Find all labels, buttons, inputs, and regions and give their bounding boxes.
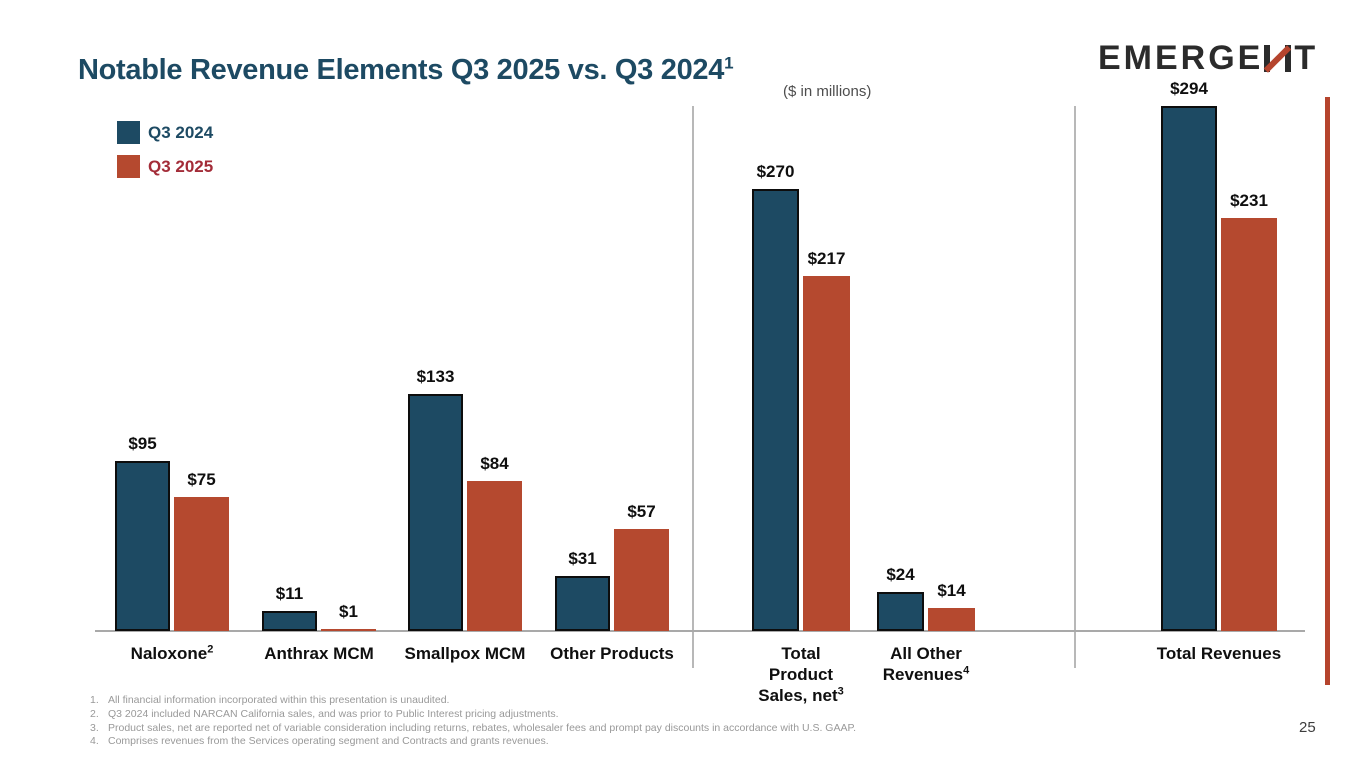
legend-swatch-q3-2024	[117, 121, 140, 144]
footnote-1: 1. All financial information incorporated…	[90, 694, 856, 708]
value-label-q3-2024-all-other-revenues: $24	[886, 565, 915, 584]
footnote-number: 2.	[90, 707, 99, 720]
footnotes: 1. All financial information incorporated…	[90, 694, 856, 749]
legend-item-q3-2025: Q3 2025	[117, 155, 213, 178]
category-label-other-products: Other Products	[550, 643, 674, 664]
value-label-q3-2024-smallpox-mcm: $133	[416, 367, 455, 386]
category-label-naloxone: Naloxone2	[131, 643, 214, 664]
category-label-line: Naloxone2	[130, 643, 214, 663]
category-label-line: Product	[768, 665, 834, 684]
value-label-q3-2024-total-product-sales-net: $270	[756, 162, 795, 181]
value-label-q3-2025-naloxone: $75	[187, 470, 216, 489]
footnote-number: 1.	[90, 694, 99, 706]
value-label-q3-2025-anthrax-mcm: $1	[339, 602, 358, 621]
page-number: 25	[1299, 719, 1316, 736]
footnote-text: Comprises revenues from the Services ope…	[108, 735, 549, 748]
footnote-3: 3. Product sales, net are reported net of…	[90, 722, 856, 736]
category-label-all-other-revenues: All Other Revenues4	[883, 643, 969, 685]
category-label-line: All Other	[890, 644, 962, 663]
value-label-q3-2025-smallpox-mcm: $84	[480, 454, 509, 473]
category-label-superscript: 3	[837, 685, 844, 698]
category-label-line: Anthrax MCM	[264, 644, 374, 663]
x-axis-line	[95, 630, 1305, 632]
page-title-superscript: 1	[724, 53, 734, 73]
bar-q3-2025-smallpox-mcm	[467, 481, 522, 631]
bar-q3-2025-naloxone	[174, 497, 229, 631]
category-label-line: Sales, net3	[758, 685, 844, 705]
category-label-superscript: 4	[963, 664, 970, 677]
bar-q3-2024-all-other-revenues	[877, 592, 924, 631]
footnote-text: All financial information incorporated w…	[108, 694, 450, 706]
footnote-2: 2. Q3 2024 included NARCAN California sal…	[90, 708, 856, 722]
chart-legend: Q3 2024 Q3 2025	[117, 121, 213, 189]
bar-q3-2025-other-products	[614, 529, 669, 631]
category-label-line: Smallpox MCM	[404, 644, 526, 663]
legend-label-q3-2025: Q3 2025	[148, 156, 214, 176]
emergent-logo: EMERGE T	[1098, 40, 1318, 76]
value-label-q3-2024-other-products: $31	[568, 549, 597, 568]
bar-q3-2025-all-other-revenues	[928, 608, 975, 631]
category-label-anthrax-mcm: Anthrax MCM	[264, 643, 374, 664]
bar-q3-2024-naloxone	[115, 461, 170, 631]
logo-text-left: EMERGE	[1098, 39, 1264, 77]
category-label-line: Total Revenues	[1156, 644, 1282, 663]
category-label-line: Total	[781, 644, 821, 663]
value-label-q3-2024-anthrax-mcm: $11	[275, 584, 304, 603]
footnote-number: 4.	[90, 735, 99, 748]
bar-q3-2024-total-product-sales-net	[752, 189, 799, 631]
legend-label-q3-2024: Q3 2024	[148, 122, 214, 142]
category-label-smallpox-mcm: Smallpox MCM	[405, 643, 526, 664]
category-label-line: Other Products	[550, 644, 674, 663]
legend-item-q3-2024: Q3 2024	[117, 121, 213, 144]
category-label-total-product-sales-net: Total Product Sales, net3	[758, 643, 844, 706]
footnote-4: 4. Comprises revenues from the Services o…	[90, 735, 856, 749]
page-title: Notable Revenue Elements Q3 2025 vs. Q3 …	[78, 53, 734, 87]
category-label-superscript: 2	[207, 643, 214, 656]
footnote-text: Product sales, net are reported net of v…	[108, 721, 857, 734]
page-title-text: Notable Revenue Elements Q3 2025 vs. Q3 …	[78, 54, 725, 86]
bar-q3-2024-smallpox-mcm	[408, 394, 463, 631]
value-label-q3-2025-total-product-sales-net: $217	[807, 249, 846, 268]
bar-q3-2025-total-product-sales-net	[803, 276, 850, 631]
bar-q3-2025-total-revenues	[1221, 218, 1277, 631]
category-label-line: Revenues4	[882, 664, 970, 684]
logo-text-right: T	[1294, 39, 1319, 77]
section-divider-2	[1074, 106, 1076, 668]
footnote-text: Q3 2024 included NARCAN California sales…	[108, 707, 559, 720]
category-label-total-revenues: Total Revenues	[1157, 643, 1281, 664]
bar-q3-2025-anthrax-mcm	[321, 629, 376, 631]
bar-q3-2024-total-revenues	[1161, 106, 1217, 631]
section-divider-1	[692, 106, 694, 668]
right-accent-bar	[1325, 97, 1330, 685]
units-subtitle: ($ in millions)	[783, 83, 872, 100]
logo-n-icon	[1264, 44, 1292, 73]
value-label-q3-2025-all-other-revenues: $14	[937, 581, 966, 600]
value-label-q3-2024-naloxone: $95	[128, 434, 157, 453]
bar-q3-2024-other-products	[555, 576, 610, 631]
value-label-q3-2025-total-revenues: $231	[1230, 191, 1268, 210]
value-label-q3-2025-other-products: $57	[627, 502, 656, 521]
value-label-q3-2024-total-revenues: $294	[1170, 79, 1208, 98]
bar-q3-2024-anthrax-mcm	[262, 611, 317, 631]
footnote-number: 3.	[90, 721, 99, 734]
legend-swatch-q3-2025	[117, 155, 140, 178]
